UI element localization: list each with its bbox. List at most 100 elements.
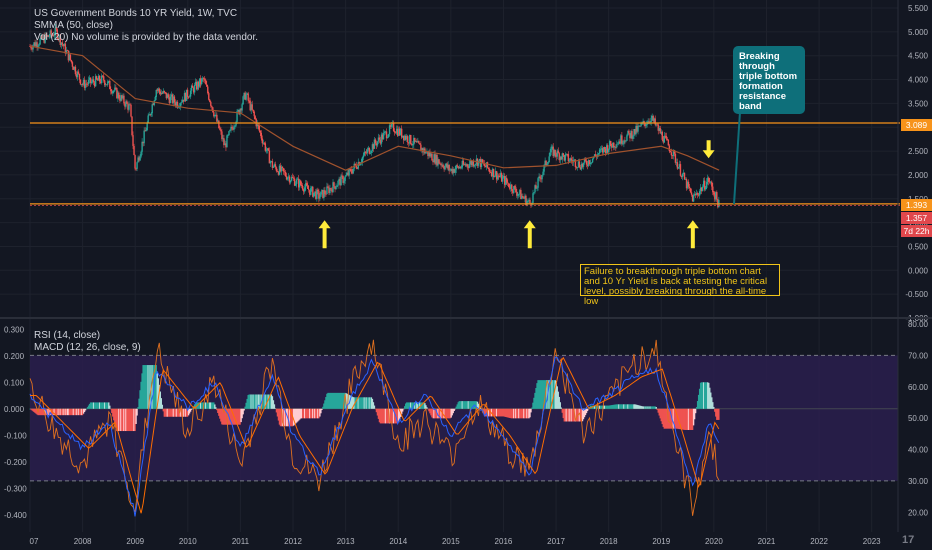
candle-body	[668, 145, 671, 152]
candle-body	[56, 29, 58, 39]
macd-hist-bar	[633, 404, 635, 409]
candle-body	[293, 178, 296, 186]
macd-hist-bar	[425, 405, 427, 409]
candle-body	[438, 159, 440, 164]
candle-body	[140, 151, 142, 157]
candle-body	[294, 183, 297, 186]
rsi-legend[interactable]: RSI (14, close)	[34, 330, 101, 341]
candle-body	[504, 176, 506, 185]
macd-hist-bar	[510, 408, 512, 419]
candle-body	[82, 79, 85, 85]
candle-body	[237, 110, 239, 112]
macd-hist-bar	[497, 408, 500, 417]
teal-callout[interactable]: Breaking through triple bottom formation…	[733, 46, 805, 114]
candle-body	[492, 168, 495, 178]
tradingview-logo[interactable]: 17	[902, 534, 915, 546]
candle-body	[582, 162, 585, 167]
macd-legend[interactable]: MACD (12, 26, close, 9)	[34, 342, 141, 353]
macd-hist-bar	[357, 397, 359, 409]
macd-hist-bar	[614, 404, 616, 409]
macd-hist-bar	[583, 408, 586, 418]
candle-body	[272, 166, 275, 168]
macd-hist-bar	[454, 408, 456, 410]
macd-hist-bar	[428, 408, 430, 412]
candle-body	[620, 135, 622, 144]
candle-body	[122, 95, 124, 99]
candle-body	[501, 177, 504, 182]
candle-body	[375, 143, 378, 146]
macd-hist-bar	[561, 408, 563, 413]
macd-hist-bar	[308, 408, 310, 419]
macd-hist-bar	[657, 408, 659, 413]
candle-body	[371, 144, 374, 152]
macd-hist-bar	[202, 402, 204, 409]
macd-hist-bar	[572, 408, 575, 422]
macd-hist-bar	[79, 408, 82, 416]
macd-hist-bar	[405, 403, 407, 409]
candle-body	[415, 141, 417, 142]
candle-body	[588, 160, 591, 165]
candle-body	[379, 139, 382, 144]
candle-body	[450, 168, 452, 170]
macd-hist-bar	[316, 408, 318, 419]
macd-hist-bar	[185, 408, 188, 417]
candle-body	[655, 124, 657, 126]
macd-hist-bar	[520, 408, 522, 419]
macd-hist-bar	[698, 388, 701, 409]
candle-body	[499, 173, 502, 177]
macd-hist-bar	[362, 397, 365, 409]
macd-hist-bar	[189, 408, 192, 412]
candle-body	[657, 124, 659, 131]
volume-legend[interactable]: Vol (20) No volume is provided by the da…	[34, 32, 259, 43]
rsi-band-fill	[30, 355, 898, 481]
macd-hist-bar	[549, 380, 551, 409]
macd-hist-bar	[313, 408, 315, 419]
candle-body	[286, 177, 289, 180]
macd-hist-bar	[95, 402, 98, 409]
candle-body	[363, 151, 366, 156]
macd-hist-bar	[611, 405, 613, 409]
candle-body	[481, 159, 484, 164]
sma-legend[interactable]: SMMA (50, close)	[34, 20, 113, 31]
candle-body	[615, 146, 617, 148]
candle-body	[686, 181, 689, 189]
candle-body	[276, 171, 279, 173]
macd-hist-bar	[103, 402, 105, 409]
macd-hist-bar	[433, 408, 435, 419]
candle-body	[39, 38, 41, 45]
candle-body	[453, 169, 455, 173]
candle-body	[310, 188, 312, 195]
candle-body	[608, 148, 610, 153]
x-tick-label: 2016	[495, 537, 513, 546]
macd-hist-bar	[487, 408, 490, 417]
candle-body	[38, 44, 40, 46]
macd-hist-bar	[108, 402, 110, 409]
candle-body	[365, 152, 368, 154]
macd-hist-bar	[58, 408, 60, 416]
candle-body	[471, 161, 474, 166]
candle-body	[439, 163, 441, 165]
candle-body	[104, 80, 106, 86]
macd-hist-bar	[34, 408, 36, 413]
macd-hist-bar	[523, 408, 525, 419]
candle-body	[339, 178, 341, 186]
up-arrow-marker	[523, 220, 536, 249]
symbol-title[interactable]: US Government Bonds 10 YR Yield, 1W, TVC	[34, 8, 238, 19]
price-candles	[29, 23, 720, 209]
candle-body	[131, 116, 133, 136]
macd-hist-bar	[165, 408, 168, 417]
candle-body	[223, 138, 225, 146]
candle-body	[517, 194, 519, 196]
note-callout[interactable]: Failure to breakthrough triple bottom ch…	[580, 264, 780, 307]
y-tick-label: -0.500	[905, 290, 928, 299]
macd-hist-bar	[62, 408, 65, 416]
macd-hist-bar	[81, 408, 84, 416]
candle-body	[698, 191, 701, 196]
candle-body	[194, 81, 197, 85]
candle-body	[67, 50, 70, 61]
macd-hist-bar	[87, 405, 90, 409]
macd-hist-bar	[679, 408, 682, 430]
macd-hist-bar	[506, 408, 508, 418]
macd-hist-bar	[459, 401, 461, 409]
macd-hist-bar	[46, 408, 48, 416]
